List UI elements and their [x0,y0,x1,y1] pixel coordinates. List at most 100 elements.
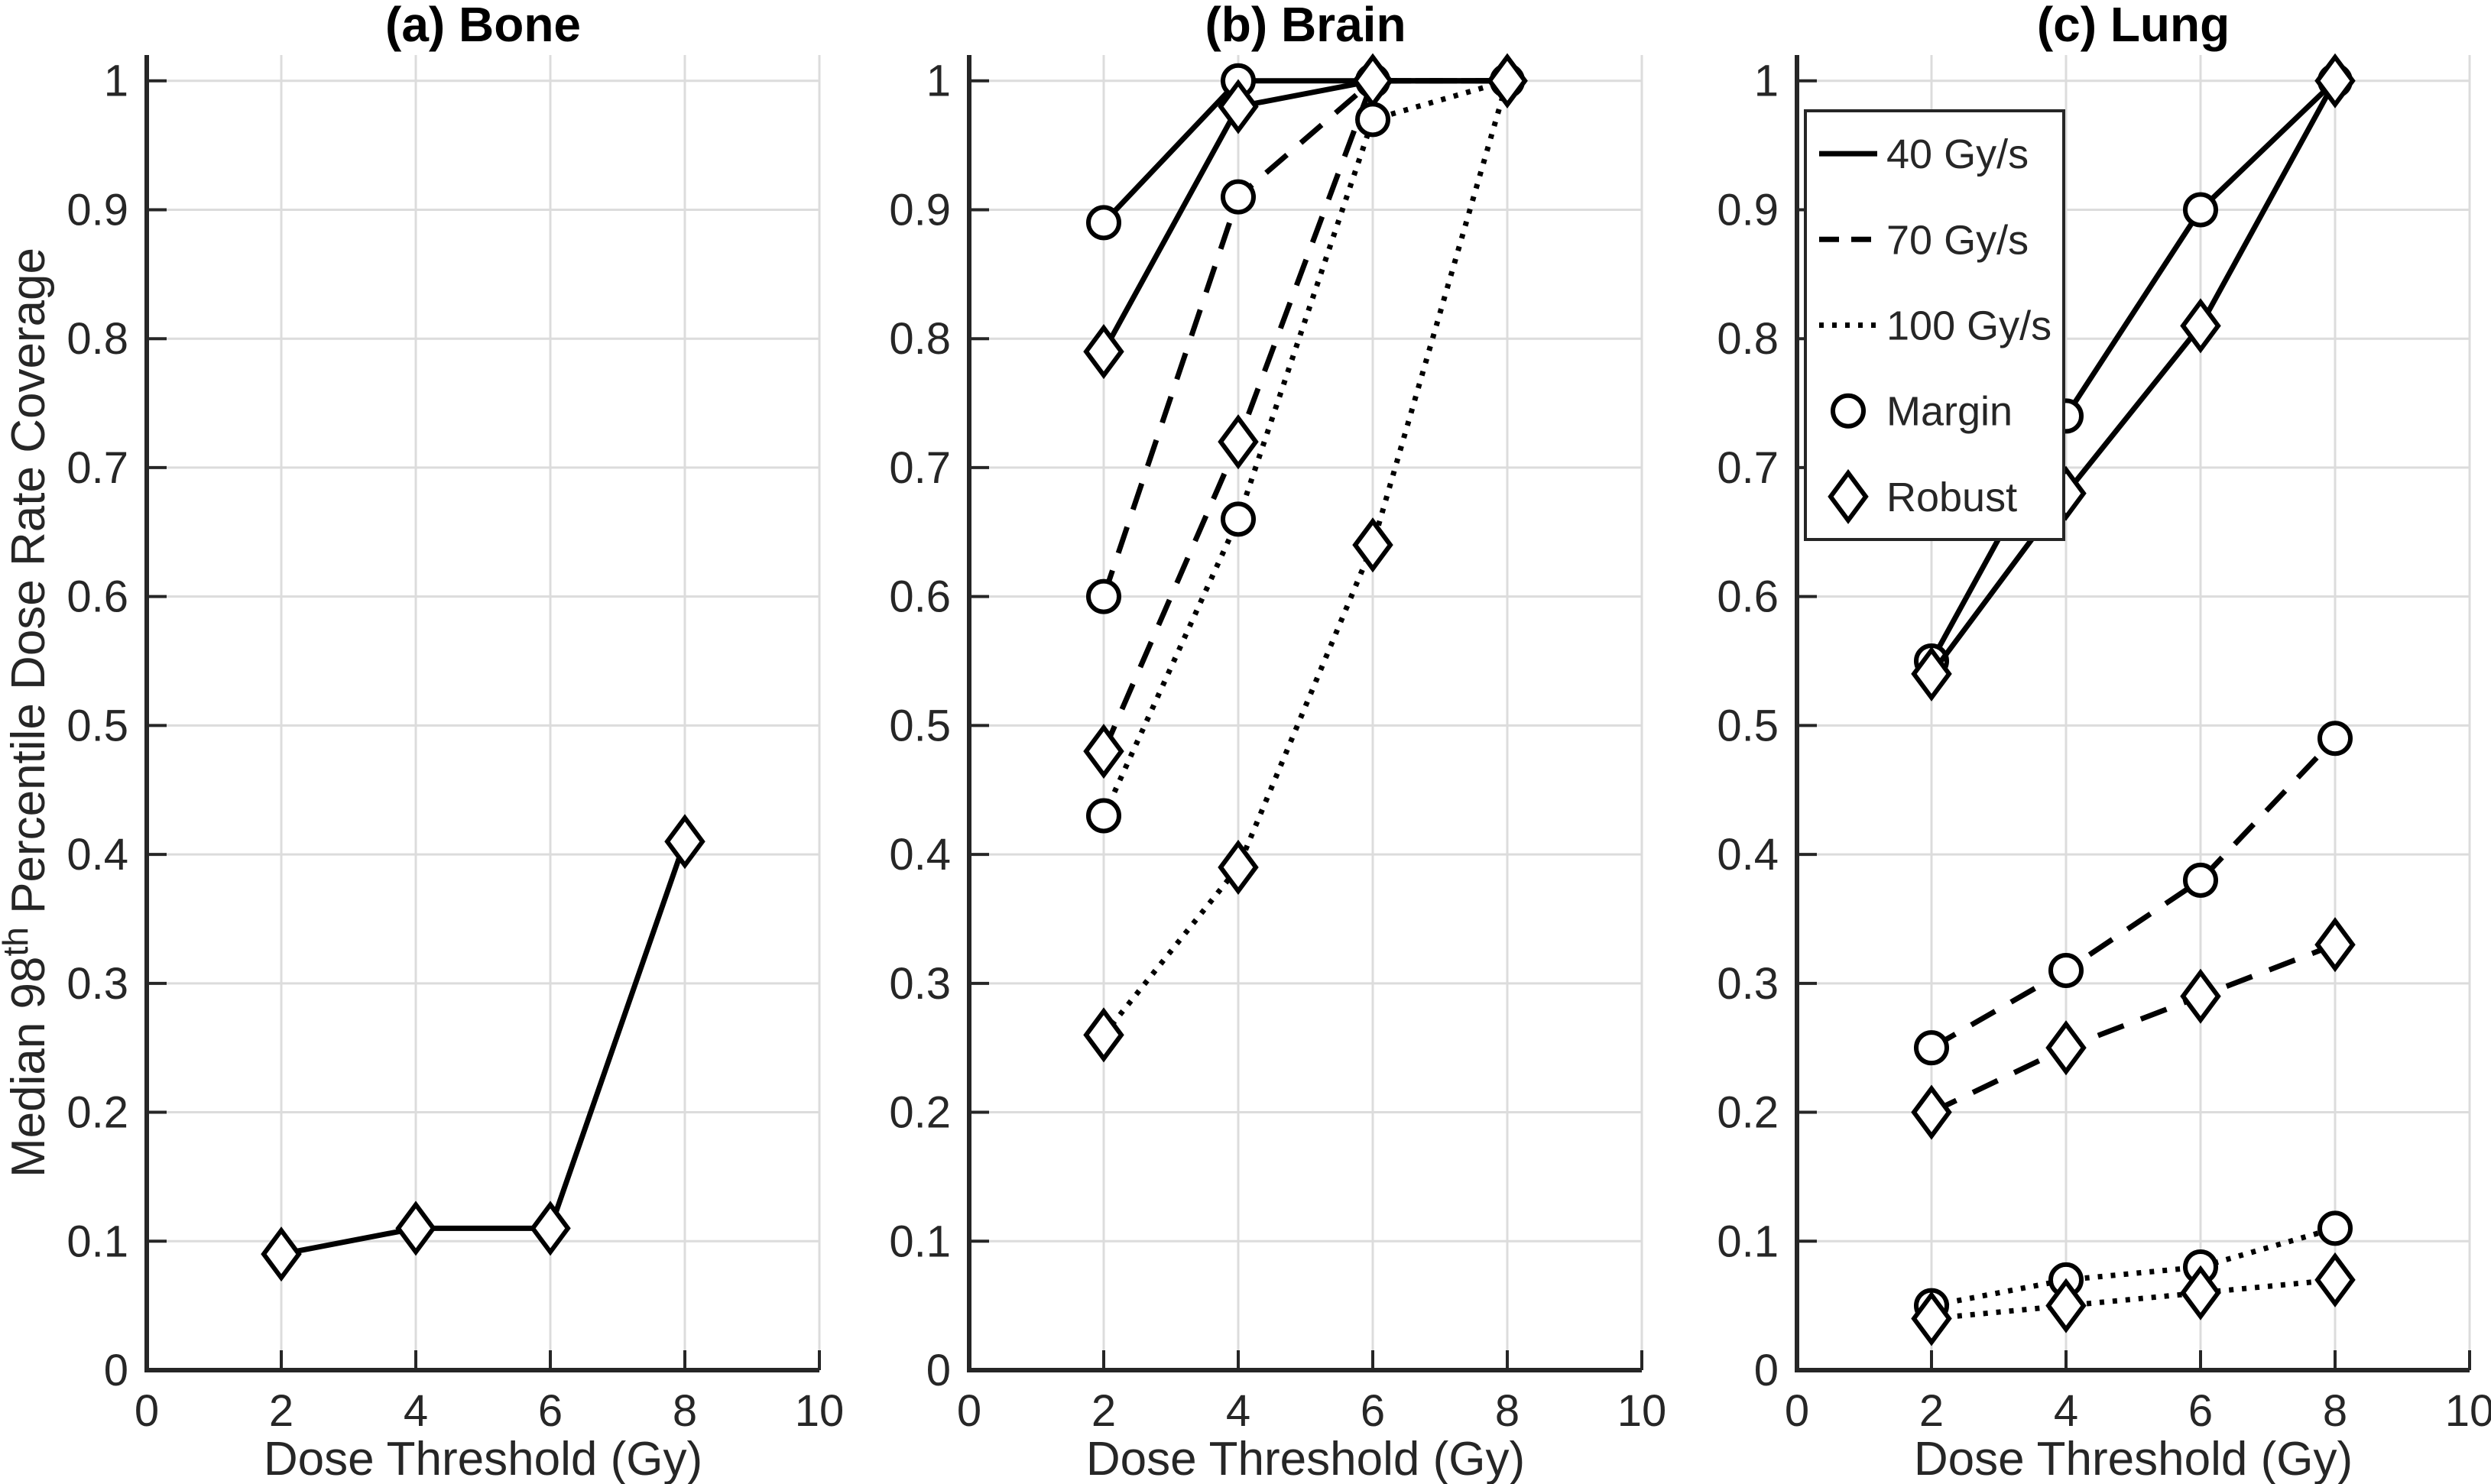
y-tick-label: 1 [104,57,128,106]
legend: 40 Gy/s 70 Gy/s 100 Gy/s Margin Robust [1804,109,2065,541]
legend-row-70-gy-s: 70 Gy/s [1819,217,2029,263]
diamond-marker [1218,839,1259,896]
x-axis-label: Dose Threshold (Gy) [1086,1433,1525,1484]
x-tick-label: 8 [1495,1386,1520,1436]
grid [147,55,821,1370]
panel-title: (c) Lung [2037,0,2230,52]
x-tick-label: 4 [2054,1386,2078,1436]
y-tick-label: 1 [1754,57,1779,106]
y-tick-label: 0.7 [889,443,951,493]
series-line-dotted [1101,79,1510,1037]
circle-marker [2317,1210,2353,1246]
x-axis-label: Dose Threshold (Gy) [264,1433,702,1484]
diamond-marker [1218,414,1259,470]
x-tick-label: 2 [1091,1386,1116,1436]
diamond-marker [1083,324,1124,380]
circle-marker [2048,952,2084,988]
y-tick-label: 0.6 [66,572,128,622]
x-tick-label: 0 [957,1386,981,1436]
x-tick-label: 8 [2323,1386,2347,1436]
y-tick-label: 0.3 [889,959,951,1009]
diamond-marker [1911,1084,1952,1140]
circle-marker [1086,798,1121,834]
panel-a-bone: 0 2 4 6 8 10 0 0.1 0.2 0.3 0.4 0.5 0.6 0.7 0.8 0.9 1 (a) … [66,0,844,1484]
diamond-marker [1487,53,1528,109]
diamond-marker [1352,53,1393,109]
x-tick-label: 2 [269,1386,294,1436]
y-tick-label: 0.3 [66,959,128,1009]
y-tick-label: 0 [104,1346,128,1395]
panel-title: (b) Brain [1205,0,1406,52]
circle-marker [2183,862,2218,898]
legend-label: Robust [1886,475,2017,520]
y-tick-label: 0.5 [1717,701,1779,750]
circle-marker [1355,102,1390,138]
circle-marker [1221,501,1256,537]
circle-marker [2317,721,2353,757]
diamond-marker [2180,1265,2221,1320]
y-tick-label: 0.2 [66,1088,128,1138]
y-tick-label: 0.5 [66,701,128,750]
circle-marker [1086,578,1121,614]
diamond-marker [2314,917,2356,973]
y-tick-label: 0.7 [1717,443,1779,493]
diamond-marker [2180,968,2221,1024]
diamond-marker [1911,1291,1952,1346]
circle-marker [1086,205,1121,241]
y-tick-label: 0.9 [66,185,128,235]
x-tick-label: 6 [2188,1386,2213,1436]
series-line-solid [1101,78,1507,225]
series-group [261,814,705,1282]
circle-marker [1914,1030,1949,1066]
x-tick-label: 10 [1617,1386,1667,1436]
series-line-dashed [1930,736,2337,1051]
y-tick-label: 0.9 [889,185,951,235]
y-tick-label: 0.1 [889,1217,951,1266]
diamond-marker [2314,1252,2356,1307]
x-tick-label: 0 [1785,1386,1809,1436]
legend-label: Margin [1886,389,2013,435]
x-tick-label: 6 [1361,1386,1385,1436]
y-tick-label: 0.4 [1717,830,1779,880]
y-tick-label: 1 [926,57,951,106]
panel-title: (a) Bone [385,0,581,52]
circle-marker [1221,179,1256,215]
legend-label: 100 Gy/s [1886,303,2052,349]
legend-label: 40 Gy/s [1886,131,2029,177]
y-tick-label: 0.1 [1717,1217,1779,1266]
diamond-marker [2045,1020,2087,1076]
y-tick-label: 0.8 [66,314,128,364]
x-tick-label: 0 [135,1386,159,1436]
y-tick-label: 0.7 [66,443,128,493]
diamond-marker [1352,517,1393,573]
y-tick-label: 0.8 [889,314,951,364]
diamond-marker [1083,1007,1124,1063]
series-line-solid [1929,79,2338,676]
y-tick-label: 0.5 [889,701,951,750]
diamond-marker [261,1226,302,1282]
series-line-dashed [1101,78,1507,753]
y-tick-label: 0.6 [1717,572,1779,622]
panel-b-brain: 0 2 4 6 8 10 0 0.1 0.2 0.3 0.4 0.5 0.6 0.7 0.8 0.9 1 (b) … [889,0,1666,1484]
y-tick-label: 0.6 [889,572,951,622]
series-line-dotted [1931,1277,2336,1321]
circle-marker [2183,192,2218,228]
diamond-marker [2045,1278,2087,1333]
diamond-marker [530,1200,571,1256]
x-tick-label: 10 [2445,1386,2491,1436]
diamond-marker [2180,298,2221,354]
x-tick-label: 6 [538,1386,563,1436]
series-line-solid [1101,78,1507,353]
y-axis-label: Median 98th Percentile Dose Rate Coverag… [0,248,55,1178]
series-line-dashed [1930,941,2337,1115]
diamond-marker [1083,724,1124,779]
diamond-marker [395,1200,436,1256]
legend-row-margin: Margin [1831,389,2013,435]
x-tick-label: 8 [673,1386,697,1436]
legend-row-robust: Robust [1828,468,2017,524]
legend-row-100-gy-s: 100 Gy/s [1819,303,2052,349]
legend-diamond-icon [1828,468,1869,524]
